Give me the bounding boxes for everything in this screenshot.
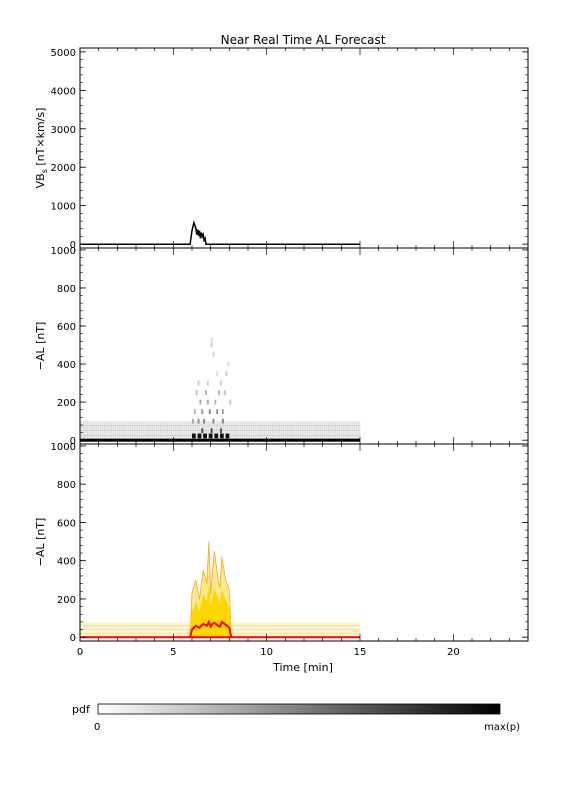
al-pdf-cell (216, 371, 219, 376)
al-pdf-cell (201, 428, 204, 434)
alfc-xtick-label: 5 (170, 647, 176, 658)
al-pdf-cell (210, 342, 213, 348)
panel-al-forecast-yticks: 0 200 400 600 800 1000 (51, 442, 528, 644)
al-pdf-cell (220, 380, 222, 386)
al-pdf-cell (203, 418, 206, 424)
al-pdf-cell (227, 361, 230, 367)
al-pdf-cell (212, 352, 215, 357)
alpdf-ytick-label: 1000 (51, 246, 76, 257)
alfc-xtick-label: 15 (354, 647, 367, 658)
colorbar-label: pdf (72, 703, 91, 716)
alfc-ytick-label: 0 (70, 633, 76, 644)
vbs-ytick-label: 0 (70, 240, 76, 251)
panel-al-pdf-xticks (79, 248, 529, 444)
vbs-ytick-label: 4000 (51, 86, 76, 97)
al-pdf-cell (223, 390, 226, 395)
alpdf-ytick-label: 400 (57, 360, 76, 371)
panel-vbs-ylabel: VBs [nT×km/s] (34, 108, 49, 189)
al-pdf-base-cell (208, 433, 213, 439)
al-pdf-cell (221, 418, 224, 424)
panel-al-forecast-ylabel: −AL [nT] (34, 518, 47, 567)
panel-al-pdf-frame (79, 247, 529, 445)
alfc-ytick-label: 400 (57, 557, 76, 568)
alfc-ytick-label: 600 (57, 518, 76, 529)
panel-al-forecast-frame (79, 443, 529, 642)
al-pdf-base-cell (214, 433, 219, 439)
panel-vbs: 0 1000 2000 3000 4000 5000 VBs [nT×km/s] (34, 47, 529, 251)
colorbar: pdf 0 max(p) (72, 703, 520, 733)
alpdf-ytick-label: 800 (57, 284, 76, 295)
al-pdf-base-cell (203, 433, 207, 439)
al-pdf-cell (197, 418, 200, 424)
alfc-xtick-label: 20 (447, 647, 460, 658)
al-pdf-cell (221, 409, 224, 415)
al-pdf-cell (192, 418, 194, 424)
al-forecast-area-0 (80, 541, 360, 638)
al-pdf-cell (225, 371, 228, 376)
al-pdf-cell (218, 390, 220, 395)
al-pdf-base-cell (220, 433, 224, 439)
al-forecast-area-2 (80, 619, 360, 639)
alfc-ytick-label: 200 (57, 595, 76, 606)
panel-al-pdf-yticks: 0 200 400 600 800 1000 (51, 246, 528, 447)
al-pdf-cell (208, 409, 211, 415)
alpdf-ytick-label: 200 (57, 398, 76, 409)
vbs-ytick-label: 1000 (51, 202, 76, 213)
al-pdf-cells (192, 337, 232, 439)
colorbar-min-label: 0 (94, 722, 100, 733)
panel-vbs-frame (79, 47, 529, 249)
al-pdf-cell (229, 399, 232, 405)
al-pdf-cell (195, 390, 198, 395)
x-axis-label: Time [min] (272, 661, 333, 674)
panel-vbs-xticks (79, 48, 529, 248)
al-pdf-cell (199, 399, 202, 405)
al-pdf-base-cell (197, 433, 202, 439)
vbs-ytick-label: 5000 (51, 48, 76, 59)
al-pdf-base-cell (192, 433, 196, 439)
al-pdf-cell (197, 380, 200, 386)
vbs-ytick-label: 2000 (51, 163, 76, 174)
al-pdf-cell (205, 390, 207, 395)
al-pdf-cell (210, 428, 213, 434)
al-pdf-cell (201, 409, 204, 415)
al-forecast-areas (80, 541, 360, 639)
colorbar-max-label: max(p) (484, 722, 520, 733)
al-pdf-cell (206, 380, 209, 386)
al-pdf-cell (206, 399, 209, 405)
panel-al-pdf: 0 200 400 600 800 1000 −AL [nT] (34, 246, 529, 447)
al-pdf-base-cell (225, 433, 230, 439)
vbs-series-line (80, 219, 360, 245)
alfc-xtick-label: 10 (260, 647, 273, 658)
alfc-xtick-label: 0 (77, 647, 83, 658)
alfc-ytick-label: 800 (57, 480, 76, 491)
panel-al-pdf-ylabel: −AL [nT] (34, 322, 47, 371)
alfc-ytick-label: 1000 (51, 442, 76, 453)
colorbar-gradient (97, 703, 501, 715)
al-pdf-cell (210, 337, 213, 343)
panel-vbs-yticks: 0 1000 2000 3000 4000 5000 (51, 48, 528, 251)
al-forecast-area-1 (80, 587, 360, 638)
alpdf-ytick-label: 600 (57, 322, 76, 333)
vbs-ytick-label: 3000 (51, 125, 76, 136)
al-pdf-cell (214, 399, 217, 405)
al-pdf-cell (193, 409, 196, 415)
chart-title: Near Real Time AL Forecast (221, 33, 386, 47)
panel-al-forecast: 0 200 400 600 800 1000 0 5 10 15 20 −AL [nT] Time… (34, 442, 529, 674)
alpdf-ytick-label: 0 (70, 436, 76, 447)
al-pdf-cell (212, 418, 215, 424)
al-pdf-zero-bar (80, 438, 360, 442)
al-pdf-cell (216, 409, 219, 415)
panel-al-forecast-xticks: 0 5 10 15 20 (77, 444, 529, 658)
al-pdf-cell (220, 428, 222, 434)
